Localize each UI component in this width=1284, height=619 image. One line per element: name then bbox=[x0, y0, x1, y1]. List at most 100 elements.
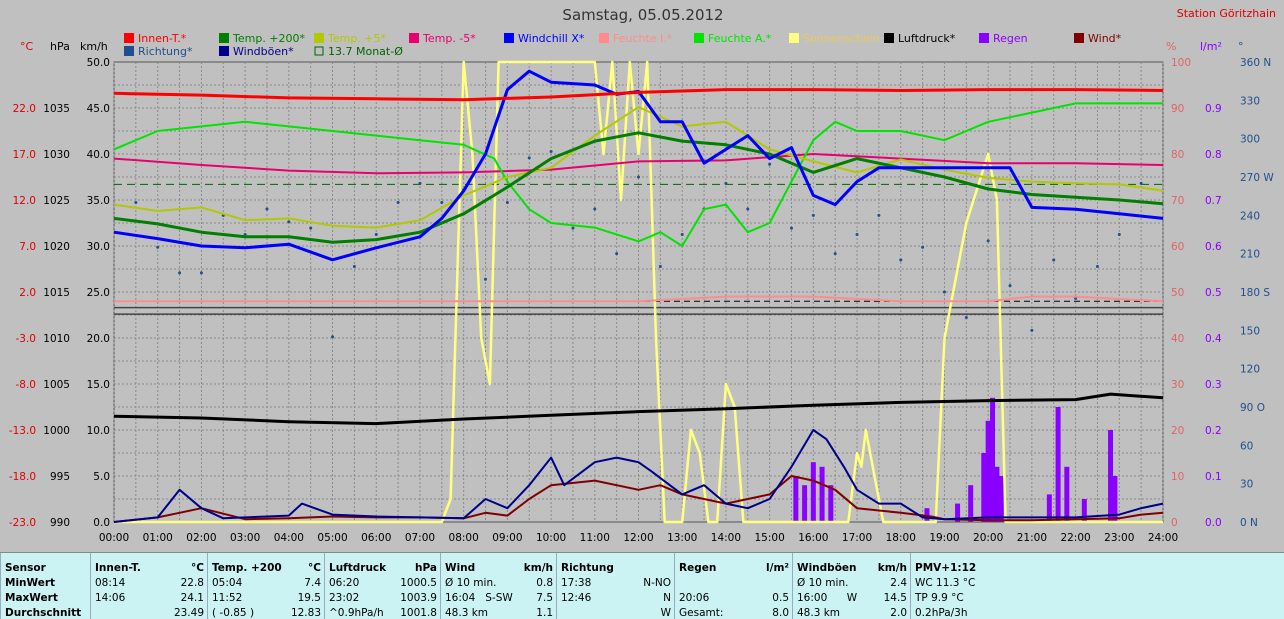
tick-humidity: 50 bbox=[1171, 287, 1184, 299]
stats-header: Innen-T. °C bbox=[95, 561, 204, 576]
direction-point bbox=[527, 156, 531, 160]
legend-item: Sonnenschein bbox=[789, 32, 880, 45]
tick-rain: 0.0 bbox=[1205, 517, 1222, 529]
series-feuchte-a bbox=[113, 102, 1163, 247]
tick-wind: 40.0 bbox=[87, 149, 110, 161]
rain-bar bbox=[793, 476, 799, 522]
direction-point bbox=[921, 245, 925, 249]
tick-humidity: 60 bbox=[1171, 241, 1184, 253]
direction-point bbox=[789, 226, 793, 230]
stats-cell: 1003.9 bbox=[400, 592, 437, 604]
stats-header-unit: °C bbox=[308, 562, 321, 574]
stats-cell: 0.2hPa/3h bbox=[915, 607, 968, 619]
x-tick-label: 23:00 bbox=[1104, 532, 1134, 544]
stats-header: PMV+1:12 bbox=[915, 561, 1027, 576]
legend: Innen-T.* Temp. +200* Temp. +5* Temp. -5* Wi… bbox=[124, 32, 1122, 58]
stats-cell: W bbox=[660, 607, 671, 619]
x-tick-label: 19:00 bbox=[929, 532, 959, 544]
tick-humidity: 20 bbox=[1171, 425, 1184, 437]
stats-column: Luftdruck hPa 06:20 1000.5 23:02 1003.9 ^0.9hP… bbox=[324, 553, 441, 619]
stats-row: W bbox=[561, 606, 671, 619]
legend-swatch bbox=[124, 33, 134, 43]
direction-point bbox=[484, 277, 488, 281]
stats-cell: 23:02 bbox=[329, 592, 360, 604]
stats-header-title: Richtung bbox=[561, 562, 614, 574]
direction-point bbox=[287, 220, 291, 224]
legend-swatch bbox=[979, 33, 989, 43]
stats-header: Regen l/m² bbox=[679, 561, 789, 576]
tick-humidity: 70 bbox=[1171, 195, 1184, 207]
stats-cell: 08:14 bbox=[95, 577, 126, 589]
unit-pressure: hPa bbox=[50, 40, 70, 53]
legend-label: Wind* bbox=[1088, 32, 1122, 45]
stats-cell: ^0.9hPa/h bbox=[329, 607, 384, 619]
tick-direction: 300 bbox=[1240, 134, 1260, 146]
rain-bar bbox=[1055, 407, 1061, 522]
direction-point bbox=[1008, 284, 1012, 288]
unit-rain: l/m² bbox=[1200, 40, 1222, 53]
stats-header-unit: °C bbox=[191, 562, 204, 574]
legend-item: Regen bbox=[979, 32, 1028, 45]
legend-label: 13.7 Monat-Ø bbox=[328, 45, 403, 58]
stats-header: Richtung bbox=[561, 561, 671, 576]
rain-bar bbox=[810, 462, 816, 522]
stats-column: Richtung 17:38 N-NO 12:46 N W bbox=[556, 553, 675, 619]
stats-row: WC 11.3 °C bbox=[915, 576, 1027, 591]
legend-label: Windchill X* bbox=[518, 32, 585, 45]
tick-pressure: 1025 bbox=[43, 195, 70, 207]
tick-wind: 20.0 bbox=[87, 333, 110, 345]
tick-rain: 0.4 bbox=[1205, 333, 1222, 345]
legend-item: Wind* bbox=[1074, 32, 1122, 45]
stats-cell: 7.4 bbox=[304, 577, 321, 589]
stats-cell: 14.5 bbox=[883, 592, 907, 604]
legend-item: Windchill X* bbox=[504, 32, 585, 45]
stats-row: 20:06 0.5 bbox=[679, 591, 789, 606]
tick-wind: 0.0 bbox=[93, 517, 110, 529]
direction-point bbox=[199, 271, 203, 275]
legend-label: Temp. +200* bbox=[232, 32, 306, 45]
tick-direction: 180 S bbox=[1240, 287, 1270, 299]
tick-direction: 0 N bbox=[1240, 517, 1258, 529]
rain-bar bbox=[985, 420, 991, 522]
direction-point bbox=[833, 252, 837, 256]
legend-swatch bbox=[314, 46, 324, 56]
legend-swatch bbox=[1074, 33, 1084, 43]
direction-point bbox=[877, 213, 881, 217]
legend-label: Luftdruck* bbox=[898, 32, 956, 45]
legend-label: Feuchte I.* bbox=[613, 32, 673, 45]
tick-direction: 120 bbox=[1240, 364, 1260, 376]
direction-point bbox=[855, 233, 859, 236]
stats-cell: 17:38 bbox=[561, 577, 592, 589]
stats-row: ^0.9hPa/h 1001.8 bbox=[329, 606, 437, 619]
x-tick-label: 08:00 bbox=[449, 532, 479, 544]
stats-cell: W bbox=[846, 592, 858, 604]
tick-temp: -23.0 bbox=[9, 517, 36, 529]
legend-item: Feuchte A.* bbox=[694, 32, 772, 45]
tick-wind: 45.0 bbox=[87, 103, 110, 115]
legend-label: Sonnenschein bbox=[803, 32, 880, 45]
stats-header-title: Wind bbox=[445, 562, 476, 574]
stats-header: Wind km/h bbox=[445, 561, 553, 576]
tick-pressure: 1000 bbox=[43, 425, 70, 437]
direction-point bbox=[265, 207, 269, 211]
tick-wind: 15.0 bbox=[87, 379, 110, 391]
stats-column: Regen l/m² 20:06 0.5 Gesamt: 8.0 bbox=[674, 553, 793, 619]
station-label: Station Göritzhain bbox=[1177, 7, 1276, 20]
x-tick-label: 17:00 bbox=[842, 532, 872, 544]
tick-labels: 00:00 01:00 02:00 03:00 04:00 05:00 06:00 07:00… bbox=[9, 57, 1275, 544]
tick-pressure: 1020 bbox=[43, 241, 70, 253]
stats-cell: 12.83 bbox=[290, 607, 321, 619]
series-wind bbox=[113, 475, 1164, 523]
direction-point bbox=[1030, 328, 1034, 332]
series-temp-200 bbox=[113, 131, 1164, 244]
stats-row: 48.3 km 2.0 bbox=[797, 606, 907, 619]
series-luftdruck bbox=[113, 392, 1164, 426]
x-tick-label: 21:00 bbox=[1017, 532, 1047, 544]
rain-bar bbox=[828, 485, 834, 522]
legend-item: Windböen* bbox=[219, 45, 294, 58]
direction-point bbox=[964, 316, 968, 320]
tick-rain: 0.3 bbox=[1205, 379, 1222, 391]
tick-direction: 270 W bbox=[1240, 172, 1274, 184]
stats-row: 23.49 bbox=[95, 606, 204, 619]
stats-column: Windböen km/h Ø 10 min. 2.4 16:00 W 14.5 48.3 k… bbox=[792, 553, 911, 619]
